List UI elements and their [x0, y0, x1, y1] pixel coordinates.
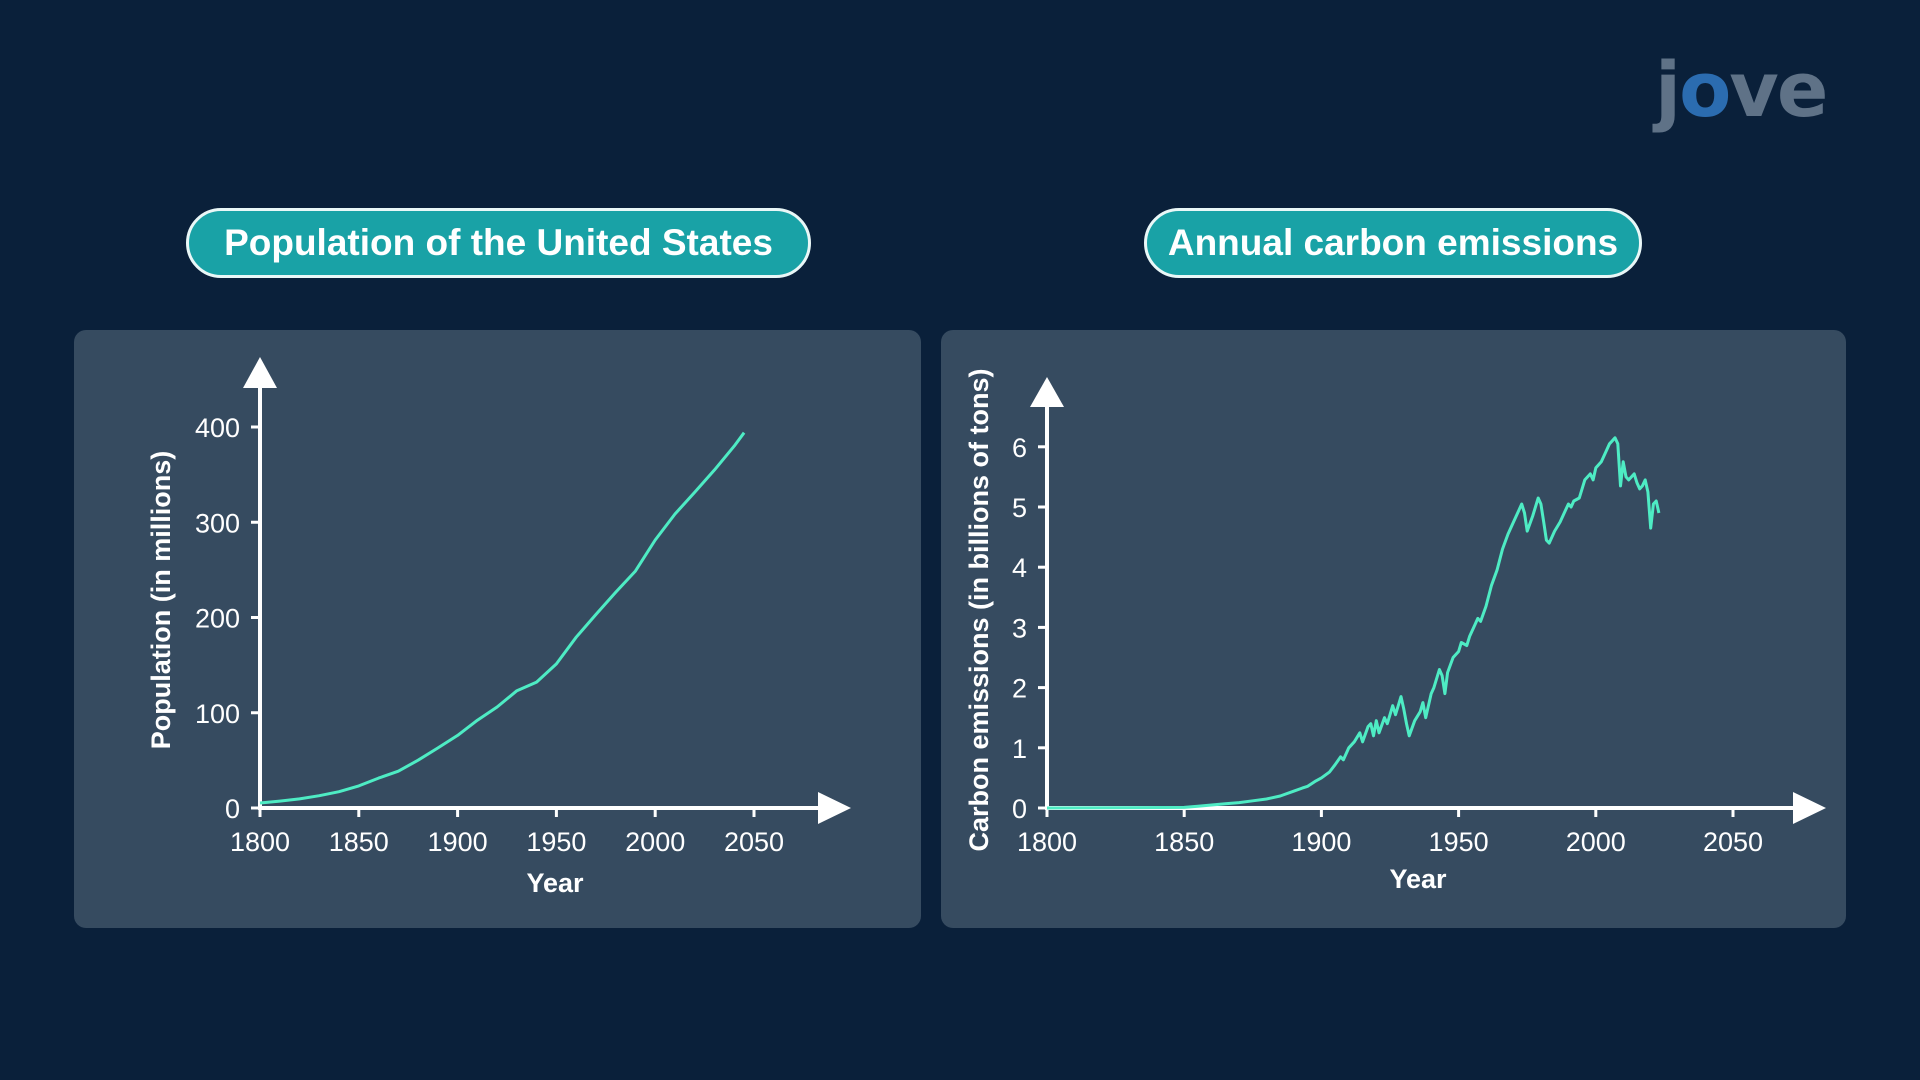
- emissions-chart: 1800 1850 1900 1950 2000 2050 0 1 2 3 4 5 6 Year Ca…: [964, 368, 1826, 894]
- pop-xtick-label: 1950: [526, 827, 586, 857]
- emissions-series-line: [1046, 436, 1661, 810]
- logo-speech-bubble-o: o: [1679, 45, 1731, 134]
- em-ytick-label: 3: [1012, 613, 1027, 643]
- pop-ytick-label: 400: [195, 413, 240, 443]
- em-xtick-label: 2050: [1703, 827, 1763, 857]
- em-ytick-label: 5: [1012, 493, 1027, 523]
- population-chart-panel: [74, 330, 921, 928]
- chart-title-population: Population of the United States: [186, 208, 811, 278]
- pop-xtick-label: 2000: [625, 827, 685, 857]
- jove-logo: jove: [1655, 52, 1828, 128]
- logo-text-j: j: [1655, 45, 1681, 134]
- pop-ytick-label: 0: [225, 794, 240, 824]
- chart-title-emissions: Annual carbon emissions: [1144, 208, 1642, 278]
- population-chart: 1800 1850 1900 1950 2000 2050 0 100 200 300 400 Y…: [146, 357, 851, 898]
- emissions-x-axis-label: Year: [1389, 864, 1447, 894]
- emissions-y-axis-arrow: [1030, 377, 1064, 407]
- logo-text-ve: ve: [1729, 45, 1828, 134]
- em-xtick-label: 2000: [1566, 827, 1626, 857]
- em-ytick-label: 4: [1012, 553, 1027, 583]
- population-y-axis-arrow: [243, 357, 277, 388]
- population-x-axis-arrow: [818, 792, 851, 824]
- pop-ytick-label: 100: [195, 699, 240, 729]
- population-y-axis-label: Population (in millions): [146, 451, 176, 749]
- em-ytick-label: 2: [1012, 674, 1027, 704]
- pop-xtick-label: 2050: [724, 827, 784, 857]
- emissions-x-axis-arrow: [1793, 792, 1826, 824]
- pop-ytick-label: 200: [195, 604, 240, 634]
- em-ytick-label: 6: [1012, 433, 1027, 463]
- pop-xtick-label: 1800: [230, 827, 290, 857]
- population-x-axis-label: Year: [526, 868, 584, 898]
- pop-ytick-label: 300: [195, 508, 240, 538]
- pop-xtick-label: 1850: [329, 827, 389, 857]
- emissions-y-axis-label: Carbon emissions (in billions of tons): [964, 368, 994, 851]
- em-xtick-label: 1850: [1154, 827, 1214, 857]
- em-xtick-label: 1900: [1291, 827, 1351, 857]
- emissions-chart-panel: [941, 330, 1846, 928]
- em-ytick-label: 0: [1012, 794, 1027, 824]
- em-xtick-label: 1950: [1429, 827, 1489, 857]
- em-ytick-label: 1: [1012, 734, 1027, 764]
- em-xtick-label: 1800: [1017, 827, 1077, 857]
- pop-xtick-label: 1900: [428, 827, 488, 857]
- population-series-line: [259, 431, 746, 805]
